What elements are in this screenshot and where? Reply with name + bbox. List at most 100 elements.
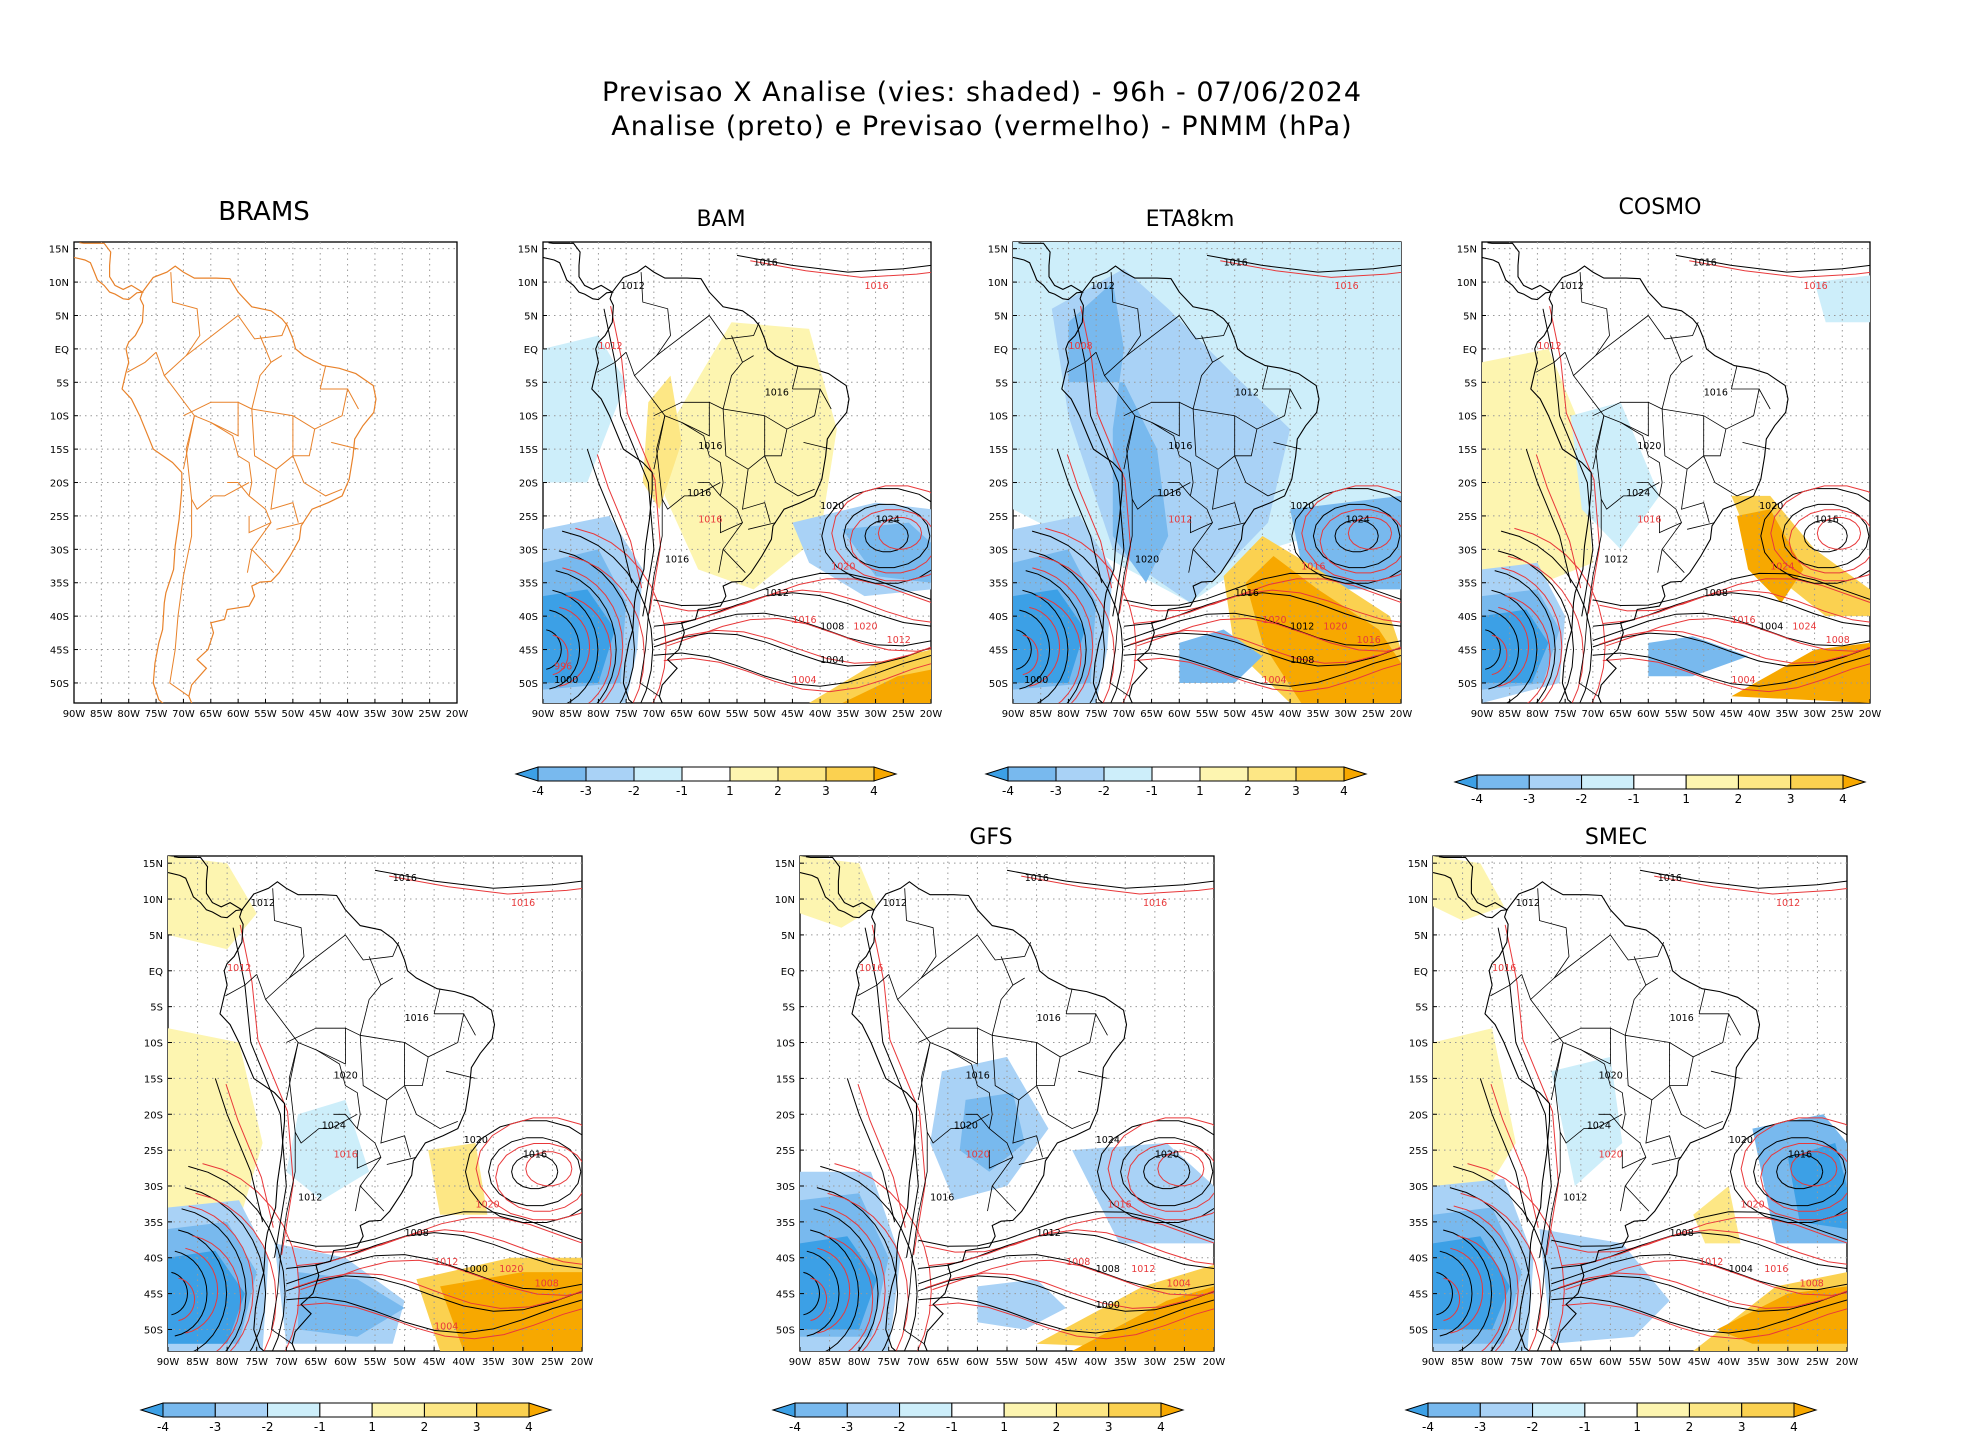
analysis-isobar (918, 1275, 1214, 1312)
analysis-isobar (1491, 589, 1538, 703)
analysis-contour-label: 1016 (1670, 1013, 1694, 1024)
forecast-isobar (857, 1083, 906, 1228)
political-border (1620, 402, 1649, 437)
forecast-isobar (178, 1277, 196, 1321)
forecast-isobar (660, 578, 931, 612)
lon-tick-label: 70W (1113, 709, 1136, 720)
lat-tick-label: 10N (1457, 278, 1477, 289)
analysis-contour-label: 1016 (1157, 488, 1181, 499)
political-border (888, 974, 898, 1000)
political-border (1193, 388, 1291, 430)
lat-tick-label: 10N (49, 278, 69, 289)
lat-tick-label: 45S (1458, 646, 1477, 657)
lon-tick-label: 30W (864, 709, 887, 720)
forecast-isobar (1561, 1302, 1847, 1340)
forecast-contour-label: 1004 (792, 675, 816, 686)
political-border (1625, 1013, 1730, 1058)
colorbar-bin (1476, 774, 1530, 790)
forecast-isobar (565, 595, 612, 703)
political-border (1190, 515, 1213, 534)
analysis-isobar (374, 869, 582, 889)
political-border (656, 415, 721, 510)
colorbar-bin (1151, 766, 1201, 782)
lon-tick-label: 75W (1510, 1357, 1533, 1368)
political-border (742, 469, 771, 523)
forecast-isobar (1790, 1151, 1838, 1187)
political-border (194, 415, 275, 574)
analysis-isobar (1206, 254, 1401, 273)
political-border (1651, 1084, 1723, 1130)
analysis-contour-label: 1008 (1704, 588, 1728, 599)
forecast-isobar (192, 1235, 242, 1351)
lon-tick-label: 50W (1223, 709, 1246, 720)
analysis-isobar (549, 609, 581, 690)
analysis-contour-label: 1016 (665, 555, 689, 566)
lat-tick-label: 5N (781, 931, 795, 942)
bias-shade (1814, 275, 1870, 323)
analysis-contour-label: 1016 (393, 873, 417, 884)
bias-shade (1290, 495, 1401, 590)
lat-tick-label: 15N (775, 859, 795, 870)
political-border (1192, 408, 1219, 470)
analysis-isobar (1025, 570, 1087, 703)
forecast-isobar (1107, 1117, 1214, 1221)
political-border (1490, 974, 1522, 997)
forecast-isobar (1080, 305, 1132, 614)
analysis-isobar (1016, 629, 1032, 670)
political-border (1188, 549, 1194, 573)
lon-tick-label: 55W (1196, 709, 1219, 720)
colorbar-label: -1 (946, 1420, 958, 1434)
lat-tick-label: 10S (1458, 412, 1477, 423)
forecast-isobar (925, 1272, 1214, 1309)
political-border (1201, 335, 1213, 363)
analysis-contour-label: 1012 (1037, 1228, 1061, 1239)
lon-tick-label: 30W (391, 709, 414, 720)
analysis-isobar (546, 629, 562, 670)
forecast-isobar (810, 1277, 828, 1321)
lon-tick-label: 30W (1334, 709, 1357, 720)
analysis-isobar (174, 1250, 208, 1337)
analysis-isobar (1525, 448, 1572, 583)
political-border (288, 1042, 358, 1144)
colorbar-label: 4 (525, 1420, 533, 1434)
lon-tick-label: 25W (418, 709, 441, 720)
forecast-isobar (575, 527, 667, 703)
forecast-isobar (300, 1259, 582, 1296)
analysis-isobar (1494, 570, 1556, 703)
analysis-contour-label: 1012 (621, 281, 645, 292)
political-border (169, 499, 193, 697)
political-border (210, 355, 283, 410)
analysis-isobar (810, 1229, 860, 1351)
political-border (1637, 482, 1660, 497)
lon-tick-label: 60W (698, 709, 721, 720)
lat-tick-label: 40S (989, 612, 1008, 623)
political-border (297, 1042, 385, 1212)
political-border (1661, 408, 1688, 470)
political-border (1095, 352, 1105, 376)
colorbar-label: -1 (676, 784, 688, 798)
colorbar-high-arrow (1160, 1402, 1185, 1418)
political-border (1103, 272, 1141, 470)
colorbar-label: -4 (1002, 784, 1014, 798)
political-border (1580, 1028, 1611, 1065)
forecast-contour-label: 1016 (511, 898, 535, 909)
forecast-isobar (877, 517, 923, 550)
political-border (1273, 442, 1302, 450)
bias-shade (428, 1143, 488, 1215)
political-border (1572, 272, 1610, 470)
lat-tick-label: 10N (988, 278, 1008, 289)
forecast-isobar (559, 606, 591, 687)
lat-tick-label: 30S (519, 545, 538, 556)
lat-tick-label: 5N (524, 311, 538, 322)
analysis-isobar (1446, 1208, 1512, 1351)
forecast-contour-label: 1016 (1357, 635, 1381, 646)
analysis-isobar (653, 652, 931, 687)
colorbar-bin (585, 766, 635, 782)
forecast-isobar (932, 1259, 1214, 1296)
analysis-contour-label: 1020 (1599, 1070, 1623, 1081)
lat-tick-label: 15S (989, 445, 1008, 456)
political-border (1262, 365, 1269, 390)
lon-tick-label: 25W (1806, 1357, 1829, 1368)
forecast-isobar (1689, 260, 1870, 278)
lon-tick-label: 70W (275, 1357, 298, 1368)
